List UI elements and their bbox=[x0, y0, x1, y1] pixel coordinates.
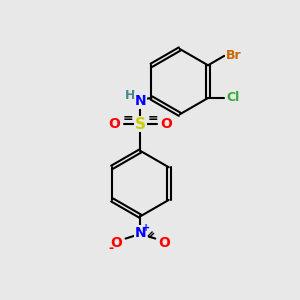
Text: =: = bbox=[122, 112, 133, 125]
Text: O: O bbox=[111, 236, 123, 250]
Text: Br: Br bbox=[226, 49, 242, 62]
Text: -: - bbox=[108, 242, 113, 255]
Text: O: O bbox=[108, 117, 120, 131]
Text: O: O bbox=[160, 117, 172, 131]
Text: S: S bbox=[135, 117, 146, 132]
Text: H: H bbox=[124, 89, 135, 102]
Text: Cl: Cl bbox=[226, 92, 239, 104]
Text: +: + bbox=[142, 223, 150, 233]
Text: =: = bbox=[148, 112, 158, 125]
Text: N: N bbox=[135, 226, 147, 240]
Text: O: O bbox=[158, 236, 170, 250]
Text: N: N bbox=[135, 94, 146, 108]
Text: =: = bbox=[145, 227, 158, 241]
